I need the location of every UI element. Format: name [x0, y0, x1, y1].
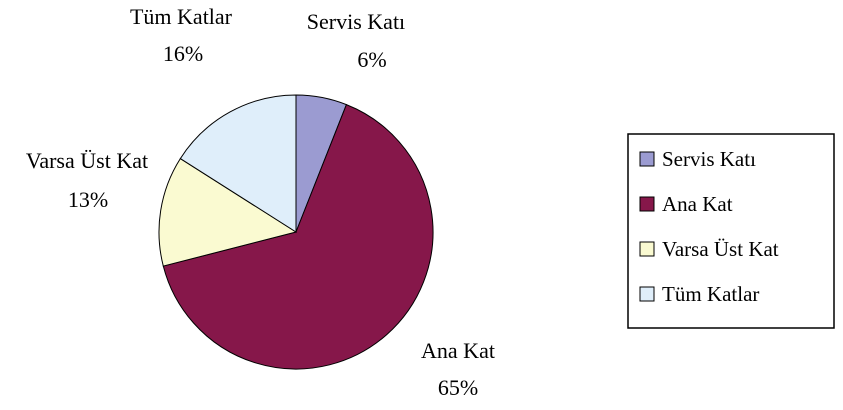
label-name-ana-kat: Ana Kat [421, 338, 495, 363]
legend-label-2: Varsa Üst Kat [662, 237, 779, 261]
label-value-ana-kat: 65% [438, 375, 478, 400]
legend-swatch-1 [639, 196, 655, 212]
label-value-servis-kati: 6% [357, 47, 386, 72]
legend-label-1: Ana Kat [662, 192, 733, 216]
pie-slice-1 [162, 103, 434, 370]
legend-label-0: Servis Katı [662, 147, 756, 171]
label-name-varsa-ust-kat: Varsa Üst Kat [26, 148, 148, 173]
data-label-varsa-ust-kat: Varsa Üst Kat 13% [26, 148, 148, 212]
label-value-varsa-ust-kat: 13% [68, 187, 108, 212]
pie-slice-2 [158, 157, 298, 267]
legend-swatch-2 [639, 241, 655, 257]
label-value-tum-katlar: 16% [163, 41, 203, 66]
pie-slices [158, 94, 434, 370]
pie-slice-3 [179, 94, 297, 233]
legend-swatch-0 [639, 151, 655, 167]
data-label-ana-kat: Ana Kat 65% [421, 338, 495, 400]
data-label-servis-kati: Servis Katı 6% [307, 9, 405, 72]
legend-box [627, 133, 835, 329]
data-label-tum-katlar: Tüm Katlar 16% [130, 4, 233, 66]
legend: Servis Katı Ana Kat Varsa Üst Kat Tüm Katla… [627, 133, 835, 329]
label-name-tum-katlar: Tüm Katlar [130, 4, 233, 29]
legend-swatch-3 [639, 286, 655, 302]
legend-label-3: Tüm Katlar [662, 282, 759, 306]
label-name-servis-kati: Servis Katı [307, 9, 405, 34]
